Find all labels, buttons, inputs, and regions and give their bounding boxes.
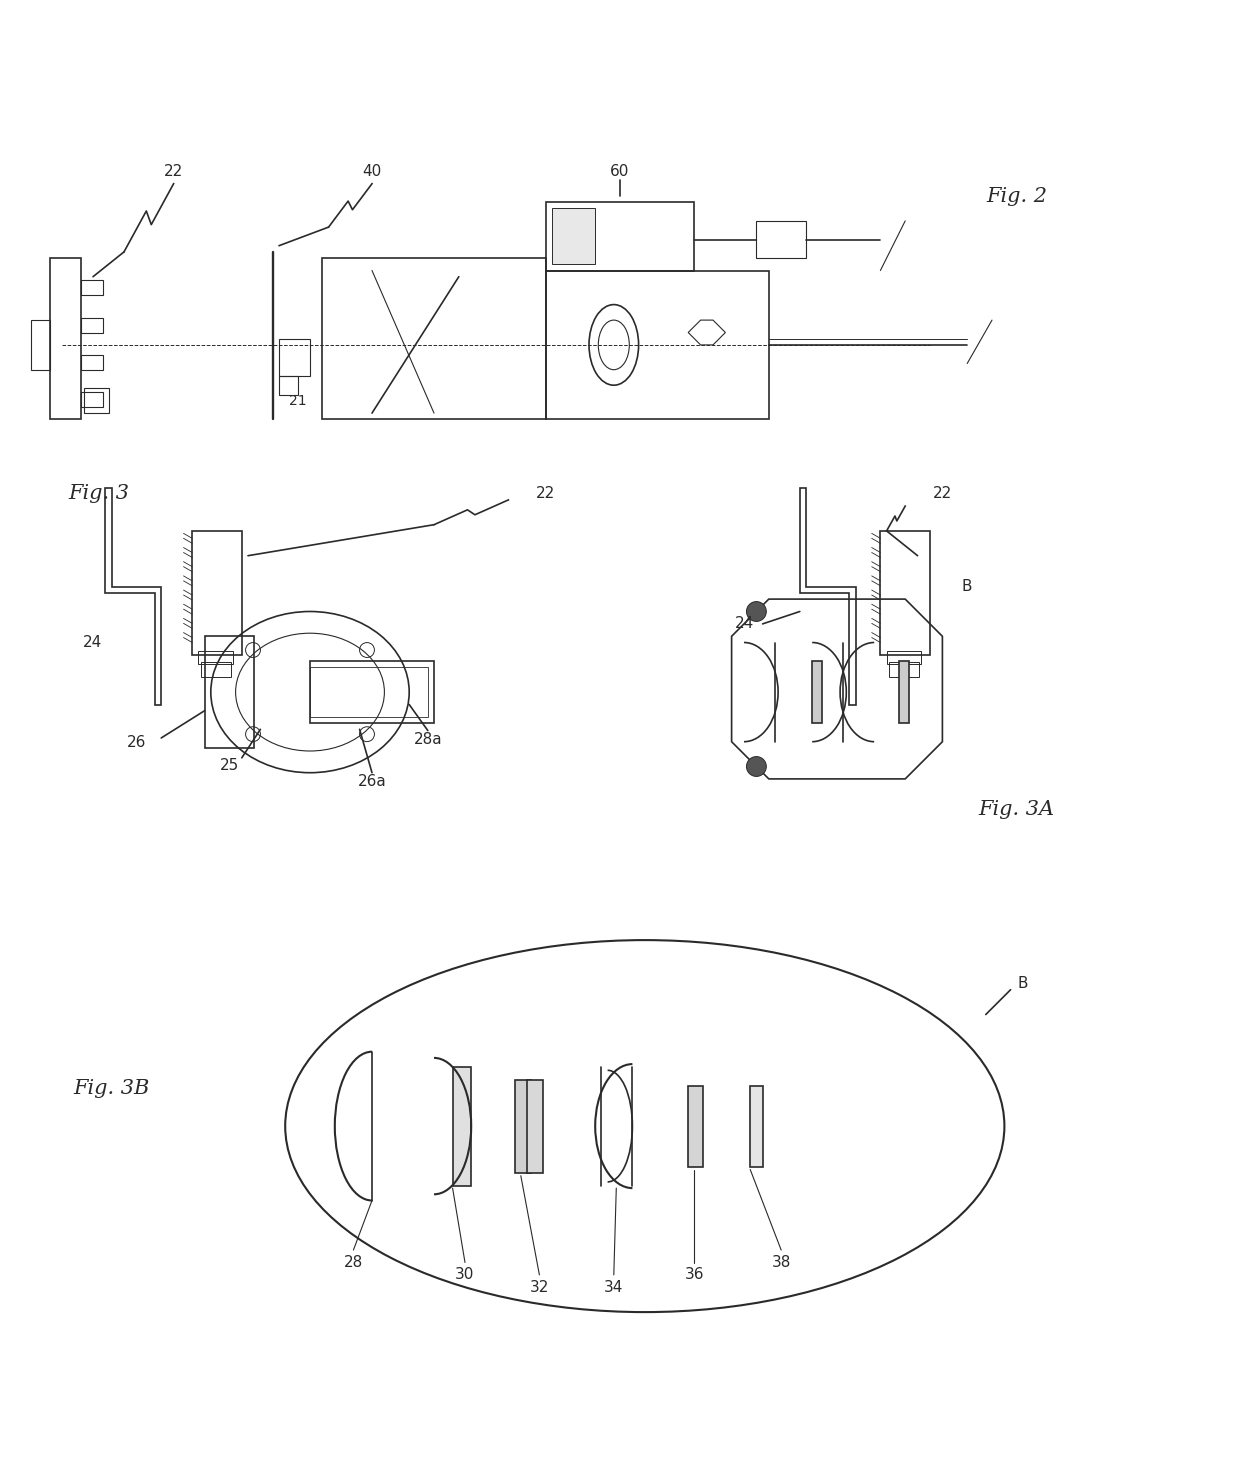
Text: Fig. 3: Fig. 3 bbox=[68, 484, 130, 503]
Bar bbox=[515, 1080, 531, 1174]
Text: 22: 22 bbox=[932, 487, 952, 502]
Bar bbox=[546, 203, 694, 271]
Text: 34: 34 bbox=[604, 1280, 624, 1294]
Bar bbox=[81, 318, 103, 332]
Circle shape bbox=[746, 756, 766, 777]
Text: 40: 40 bbox=[362, 163, 382, 179]
Text: B: B bbox=[962, 580, 972, 594]
Bar bbox=[192, 531, 242, 655]
Bar bbox=[279, 338, 310, 377]
Text: B: B bbox=[1018, 975, 1028, 991]
Text: 21: 21 bbox=[289, 394, 306, 407]
Text: 22: 22 bbox=[164, 163, 184, 179]
Text: 38: 38 bbox=[771, 1255, 791, 1269]
Bar bbox=[201, 662, 231, 677]
Bar bbox=[198, 652, 233, 663]
Text: Fig. 3B: Fig. 3B bbox=[73, 1080, 150, 1099]
Bar bbox=[899, 660, 909, 724]
Bar bbox=[81, 355, 103, 369]
Bar bbox=[205, 637, 254, 747]
Bar bbox=[310, 660, 434, 724]
Bar bbox=[322, 257, 546, 419]
Bar bbox=[453, 1066, 471, 1186]
Text: 28: 28 bbox=[343, 1255, 363, 1269]
Bar bbox=[750, 1087, 763, 1167]
Text: 24: 24 bbox=[83, 635, 103, 650]
Text: 30: 30 bbox=[455, 1268, 475, 1283]
Text: 26: 26 bbox=[126, 736, 146, 750]
Bar bbox=[84, 388, 109, 413]
Text: 28a: 28a bbox=[413, 731, 443, 747]
Bar bbox=[880, 531, 930, 655]
Text: Fig. 3A: Fig. 3A bbox=[978, 800, 1055, 819]
Text: 32: 32 bbox=[529, 1280, 549, 1294]
Bar bbox=[552, 209, 595, 265]
Text: 22: 22 bbox=[536, 487, 556, 502]
Bar bbox=[81, 391, 103, 407]
Bar bbox=[310, 668, 428, 716]
Bar bbox=[31, 321, 50, 369]
Text: Fig. 2: Fig. 2 bbox=[986, 187, 1048, 206]
Text: 60: 60 bbox=[610, 163, 630, 179]
Circle shape bbox=[746, 602, 766, 621]
Bar bbox=[527, 1080, 543, 1174]
Text: 26a: 26a bbox=[357, 774, 387, 788]
Bar bbox=[688, 1087, 703, 1167]
Text: 25: 25 bbox=[219, 758, 239, 772]
Bar bbox=[50, 257, 81, 419]
Text: 24: 24 bbox=[734, 616, 754, 631]
Text: 36: 36 bbox=[684, 1268, 704, 1283]
Bar bbox=[756, 221, 806, 257]
Bar bbox=[81, 281, 103, 296]
Bar bbox=[546, 271, 769, 419]
Bar bbox=[887, 652, 921, 663]
Bar bbox=[279, 377, 298, 394]
Bar bbox=[812, 660, 822, 724]
Bar bbox=[889, 662, 919, 677]
